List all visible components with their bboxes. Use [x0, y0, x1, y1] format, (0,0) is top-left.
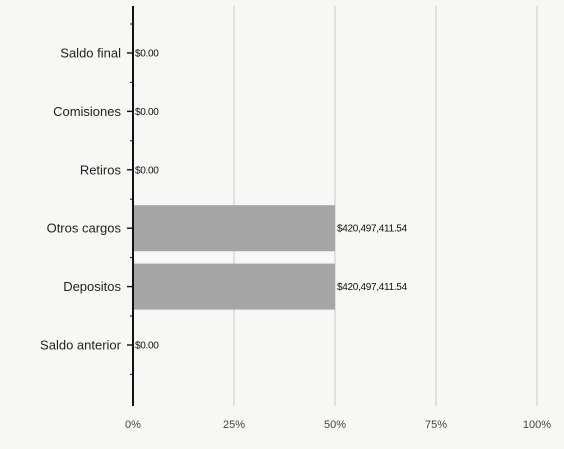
category-label-comisiones: Comisiones: [53, 104, 121, 119]
data-label-comisiones: $0.00: [135, 107, 159, 118]
category-label-otros-cargos: Otros cargos: [47, 221, 122, 236]
bar-depositos: [133, 263, 335, 310]
labels: 0% 25% 50% 75% 100% Saldo final $0.00 Comisione…: [40, 46, 551, 432]
data-label-depositos: $420,497,411.54: [337, 282, 408, 293]
category-label-retiros: Retiros: [80, 162, 122, 177]
bar-otros-cargos: [133, 205, 335, 252]
x-tick-label-50: 50%: [324, 419, 346, 431]
x-tick-label-25: 25%: [223, 419, 245, 431]
x-tick-label-100: 100%: [523, 419, 551, 431]
data-label-retiros: $0.00: [135, 165, 159, 176]
data-label-saldo-final: $0.00: [135, 49, 159, 60]
category-label-saldo-final: Saldo final: [60, 46, 121, 61]
x-tick-label-75: 75%: [425, 419, 447, 431]
bars: [133, 205, 335, 310]
x-tick-label-0: 0%: [125, 419, 141, 431]
category-label-depositos: Depositos: [63, 279, 121, 294]
data-label-otros-cargos: $420,497,411.54: [337, 224, 408, 235]
category-label-saldo-anterior: Saldo anterior: [40, 338, 122, 353]
axes: [127, 6, 134, 406]
data-label-saldo-anterior: $0.00: [135, 341, 159, 352]
